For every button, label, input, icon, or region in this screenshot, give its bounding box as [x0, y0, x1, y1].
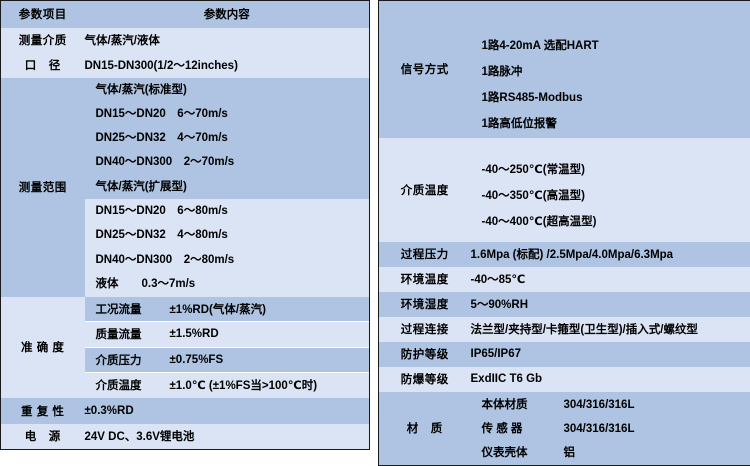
table-row-material: 材 质 本体材质 304/316/316L 传 感 器 304/316/316L…	[379, 392, 750, 466]
accuracy-value: ±1.0℃ (±1%FS当>100℃时)	[170, 377, 318, 393]
range-line: DN40〜DN300 2〜70m/s	[85, 150, 370, 174]
range-line: DN40〜DN300 2〜80m/s	[85, 248, 370, 272]
range-line: DN15〜DN20 6〜70m/s	[85, 102, 370, 126]
material-sub-row: 传 感 器 304/316/316L	[471, 417, 750, 441]
table-row-measuring-range: 测量范围 气体/蒸汽(标准型) DN15〜DN20 6〜70m/s DN25〜D…	[1, 78, 370, 297]
row-label-measuring-medium: 测量介质	[1, 28, 85, 53]
accuracy-sub-row: 工况流量 ±1%RD(气体/蒸汽)	[85, 297, 370, 323]
signal-line: 1路4-20mA 选配HART	[471, 33, 750, 59]
temperature-line: -40〜250℃(常温型)	[471, 157, 750, 183]
accuracy-sub-row: 质量流量 ±1.5%RD	[85, 322, 370, 348]
row-label-medium-temperature: 介质温度	[379, 138, 471, 242]
accuracy-key: 质量流量	[96, 326, 170, 342]
range-standard-block: 气体/蒸汽(标准型) DN15〜DN20 6〜70m/s DN25〜DN32 4…	[85, 78, 370, 199]
range-extended-block: DN15〜DN20 6〜80m/s DN25〜DN32 4〜80m/s DN40…	[85, 199, 370, 296]
row-value-ambient-humidity: 5〜90%RH	[471, 292, 750, 317]
accuracy-key: 介质温度	[96, 377, 170, 393]
row-label-explosion-proof-rating: 防爆等级	[379, 367, 471, 392]
table-row: 过程压力 1.6Mpa (标配) /2.5Mpa/4.0Mpa/6.3Mpa	[379, 242, 750, 267]
row-value-accuracy: 工况流量 ±1%RD(气体/蒸汽) 质量流量 ±1.5%RD 介质压力	[85, 297, 370, 398]
temperature-line: -40〜400℃(超高温型)	[471, 209, 750, 235]
accuracy-value: ±1.5%RD	[170, 328, 219, 340]
table-row: 防护等级 IP65/IP67	[379, 342, 750, 367]
accuracy-key: 介质压力	[96, 352, 170, 368]
range-line: DN15〜DN20 6〜80m/s	[85, 199, 370, 223]
row-value-process-pressure: 1.6Mpa (标配) /2.5Mpa/4.0Mpa/6.3Mpa	[471, 242, 750, 267]
row-label-accuracy: 准 确 度	[1, 297, 85, 398]
table-row-signal-output: 信号方式 1路4-20mA 选配HART 1路脉冲 1路RS485-Modbus…	[379, 1, 750, 138]
row-value-measuring-range: 气体/蒸汽(标准型) DN15〜DN20 6〜70m/s DN25〜DN32 4…	[85, 78, 370, 297]
row-value-protection-rating: IP65/IP67	[471, 342, 750, 367]
material-key: 仪表壳体	[482, 441, 564, 465]
medium-temperature-lines: -40〜250℃(常温型) -40〜350℃(高温型) -40〜400℃(超高温…	[471, 144, 750, 235]
row-value-repeatability: ±0.3%RD	[85, 398, 370, 424]
material-value: 304/316/316L	[564, 417, 635, 441]
material-sub-row: 本体材质 304/316/316L	[471, 393, 750, 417]
material-value: 铝	[564, 441, 576, 465]
row-value-process-connection: 法兰型/夹持型/卡箍型(卫生型)/插入式/螺纹型	[471, 317, 750, 342]
material-key: 本体材质	[482, 393, 564, 417]
left-parameter-table: 参数项目 参数内容 测量介质 气体/蒸汽/液体 口 径 DN15-DN300(1…	[0, 0, 370, 450]
table-row-medium-temperature: 介质温度 -40〜250℃(常温型) -40〜350℃(高温型) -40〜400…	[379, 138, 750, 242]
accuracy-sub-row: 介质压力 ±0.75%FS	[85, 348, 370, 374]
accuracy-key: 工况流量	[96, 301, 170, 317]
table-row: 口 径 DN15-DN300(1/2〜12inches)	[1, 53, 370, 78]
accuracy-sub-row: 介质温度 ±1.0℃ (±1%FS当>100℃时)	[85, 373, 370, 398]
table-row: 环境湿度 5〜90%RH	[379, 292, 750, 317]
table-row: 重 复 性 ±0.3%RD	[1, 398, 370, 424]
range-line: 液体 0.3〜7m/s	[85, 272, 370, 296]
header-parameter-item: 参数项目	[1, 1, 85, 28]
row-value-ambient-temperature: -40〜85℃	[471, 267, 750, 292]
range-line: DN25〜DN32 4〜70m/s	[85, 126, 370, 150]
row-value-diameter: DN15-DN300(1/2〜12inches)	[85, 53, 370, 78]
signal-line: 1路RS485-Modbus	[471, 85, 750, 111]
row-label-protection-rating: 防护等级	[379, 342, 471, 367]
row-value-measuring-medium: 气体/蒸汽/液体	[85, 28, 370, 53]
table-row-accuracy: 准 确 度 工况流量 ±1%RD(气体/蒸汽) 质量流量 ±1.5%RD	[1, 297, 370, 398]
spec-sheet: 参数项目 参数内容 测量介质 气体/蒸汽/液体 口 径 DN15-DN300(1…	[0, 0, 750, 446]
row-value-signal-output: 1路4-20mA 选配HART 1路脉冲 1路RS485-Modbus 1路高低…	[471, 1, 750, 138]
signal-line: 1路高低位报警	[471, 111, 750, 137]
table-header-row: 参数项目 参数内容	[1, 1, 370, 28]
table-row: 测量介质 气体/蒸汽/液体	[1, 28, 370, 53]
header-parameter-content: 参数内容	[85, 1, 370, 28]
range-line: 气体/蒸汽(标准型)	[85, 78, 370, 102]
signal-line: 1路脉冲	[471, 59, 750, 85]
material-sub-row: 仪表壳体 铝	[471, 441, 750, 465]
row-label-diameter: 口 径	[1, 53, 85, 78]
row-label-material: 材 质	[379, 392, 471, 466]
row-label-process-pressure: 过程压力	[379, 242, 471, 267]
accuracy-value: ±1%RD(气体/蒸汽)	[170, 301, 266, 317]
range-line: 气体/蒸汽(扩展型)	[85, 175, 370, 199]
table-row: 防爆等级 ExdIIC T6 Gb	[379, 367, 750, 392]
range-line: DN25〜DN32 4〜80m/s	[85, 223, 370, 247]
row-label-ambient-humidity: 环境湿度	[379, 292, 471, 317]
row-label-repeatability: 重 复 性	[1, 398, 85, 424]
row-label-ambient-temperature: 环境温度	[379, 267, 471, 292]
row-label-signal-output: 信号方式	[379, 1, 471, 138]
table-row: 过程连接 法兰型/夹持型/卡箍型(卫生型)/插入式/螺纹型	[379, 317, 750, 342]
accuracy-value: ±0.75%FS	[170, 354, 224, 366]
signal-output-lines: 1路4-20mA 选配HART 1路脉冲 1路RS485-Modbus 1路高低…	[471, 2, 750, 137]
row-value-medium-temperature: -40〜250℃(常温型) -40〜350℃(高温型) -40〜400℃(超高温…	[471, 138, 750, 242]
right-parameter-table: 信号方式 1路4-20mA 选配HART 1路脉冲 1路RS485-Modbus…	[378, 0, 750, 466]
material-key: 传 感 器	[482, 417, 564, 441]
row-label-measuring-range: 测量范围	[1, 78, 85, 297]
material-lines: 本体材质 304/316/316L 传 感 器 304/316/316L 仪表壳…	[471, 392, 750, 466]
row-label-process-connection: 过程连接	[379, 317, 471, 342]
row-value-material: 本体材质 304/316/316L 传 感 器 304/316/316L 仪表壳…	[471, 392, 750, 466]
row-value-explosion-proof-rating: ExdIIC T6 Gb	[471, 367, 750, 392]
temperature-line: -40〜350℃(高温型)	[471, 183, 750, 209]
table-row: 环境温度 -40〜85℃	[379, 267, 750, 292]
material-value: 304/316/316L	[564, 393, 635, 417]
